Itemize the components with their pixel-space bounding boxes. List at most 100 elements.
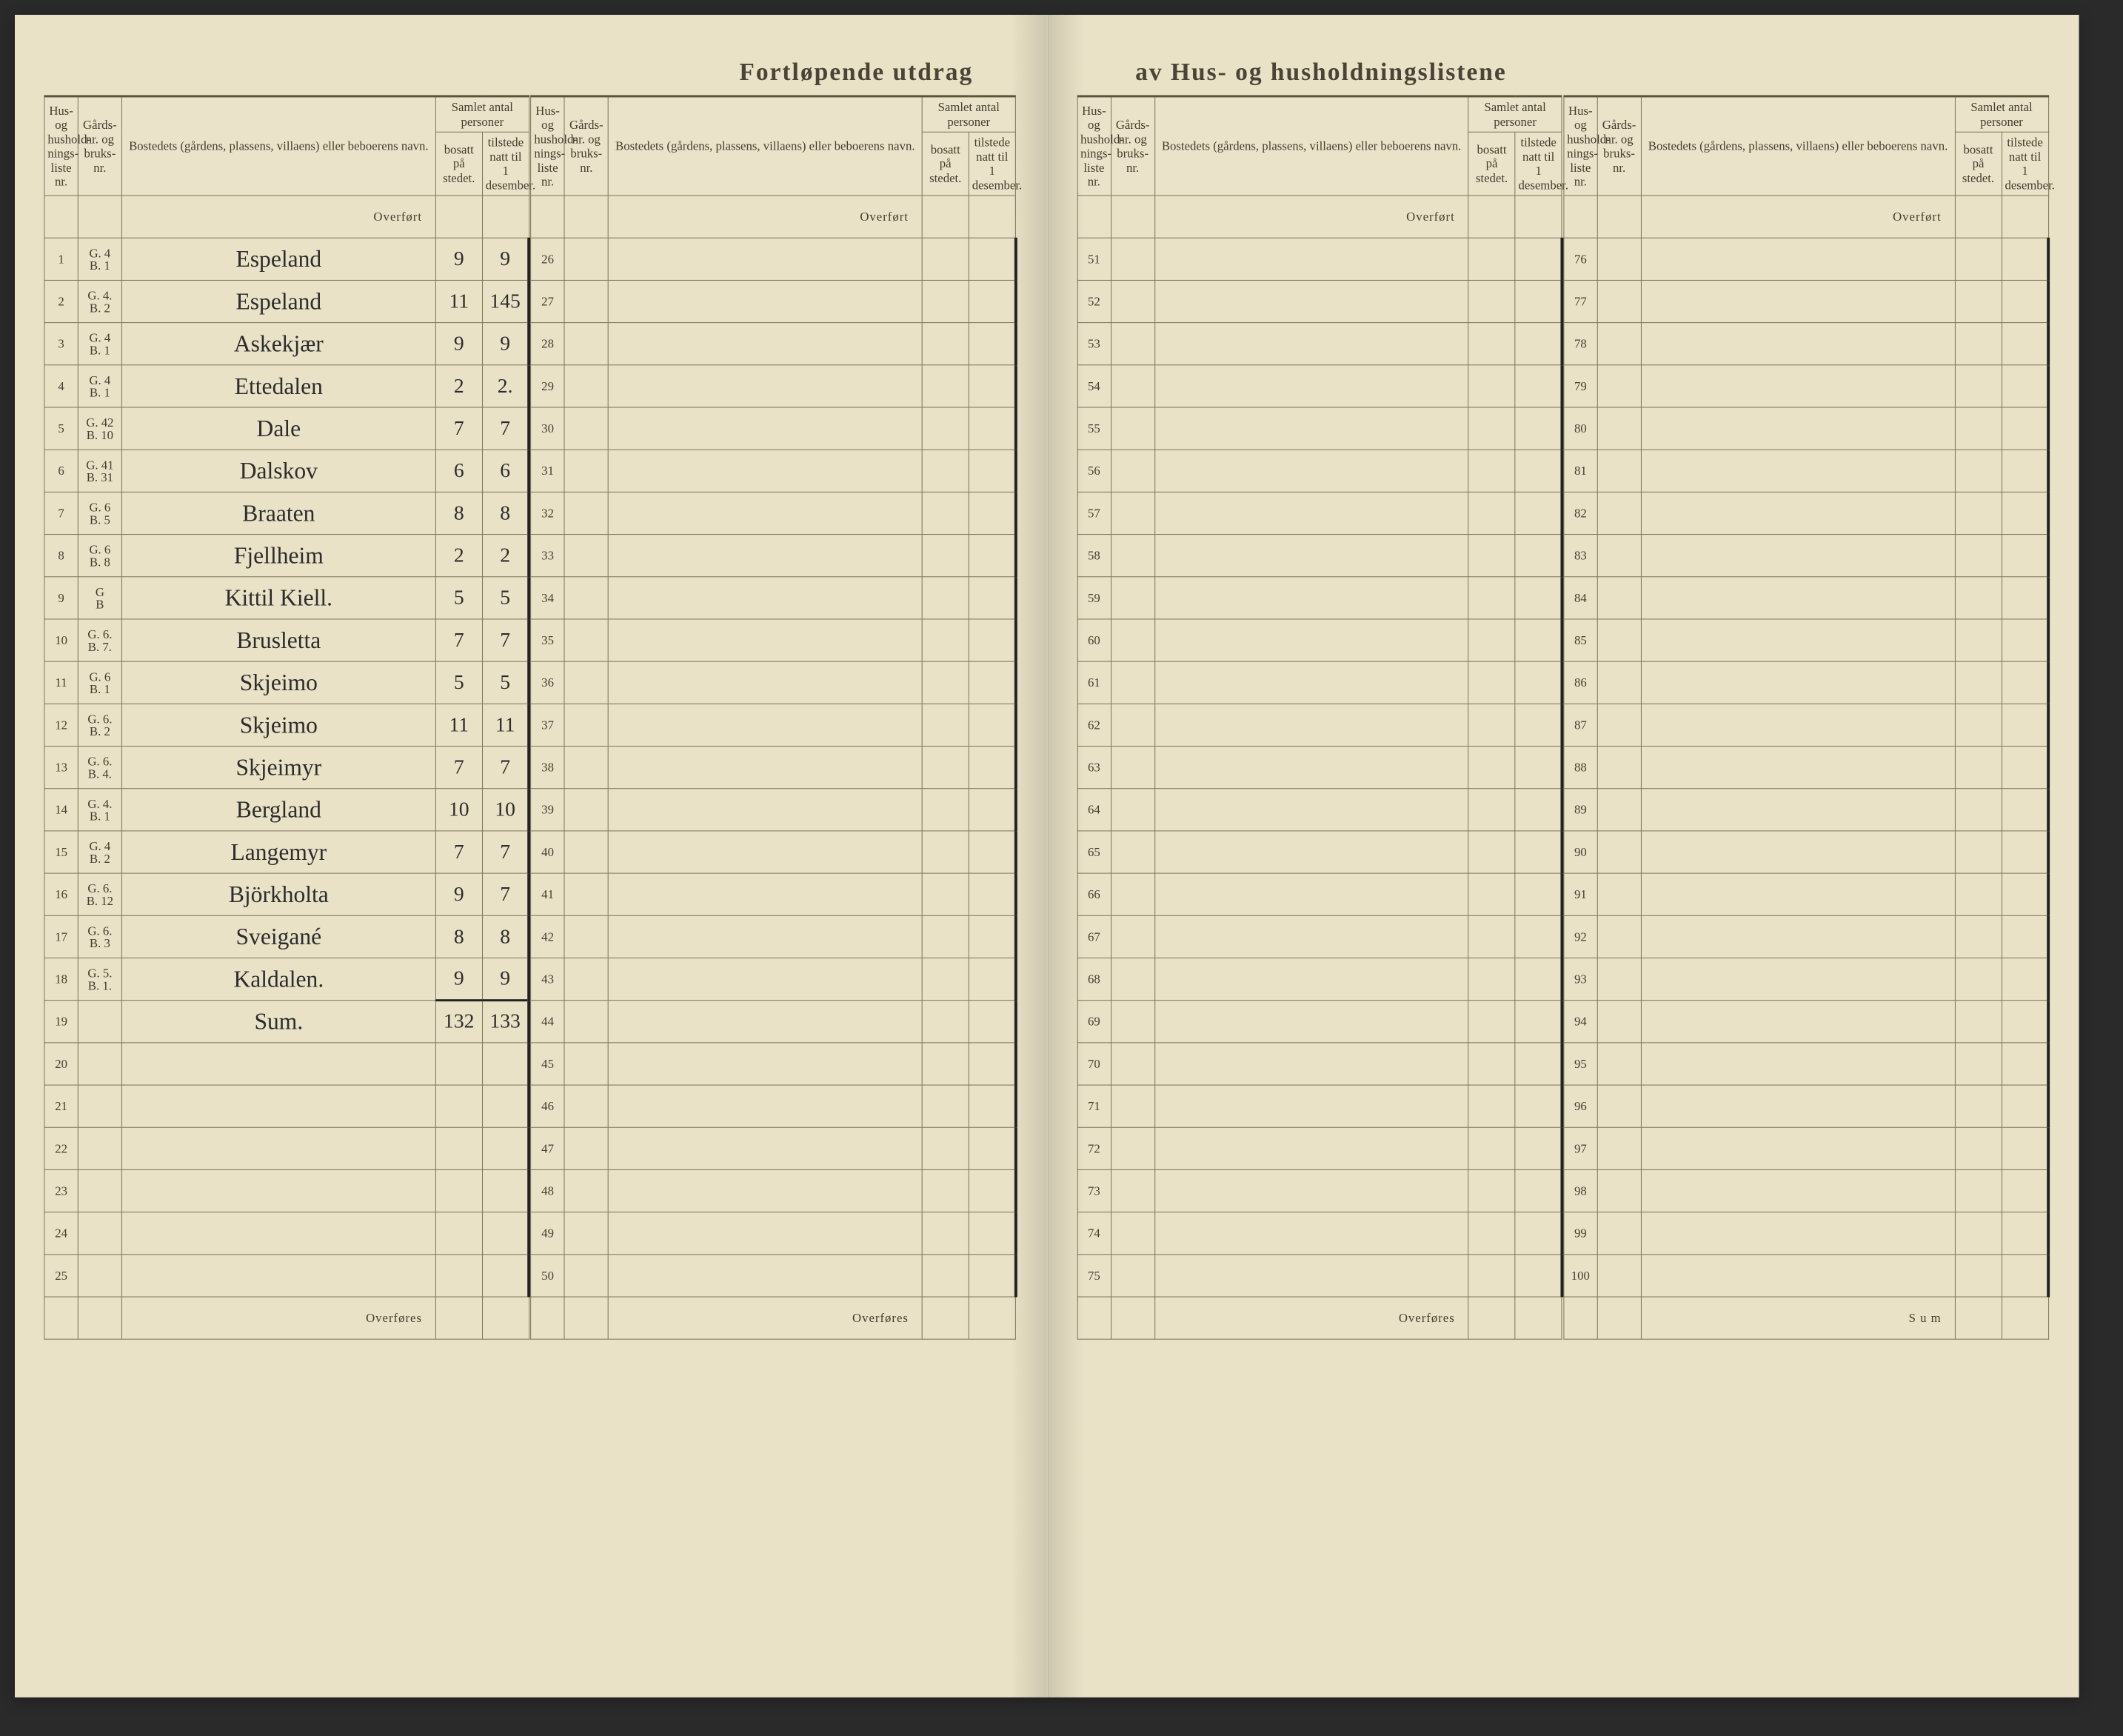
- cell-gard-nr: [78, 1043, 121, 1085]
- cell-gard-nr: [1111, 535, 1154, 577]
- cell-bosted-name: [1154, 873, 1468, 915]
- cell-bosted-name: [1154, 281, 1468, 323]
- table-row: 27: [531, 281, 1015, 323]
- cell-bosted-name: [608, 1255, 922, 1297]
- cell-blank: [1111, 1297, 1154, 1339]
- cell-bosatt: [1955, 789, 2002, 831]
- cell-bosatt: [922, 661, 969, 704]
- cell-tilstede: [1515, 281, 1562, 323]
- cell-tilstede: 6: [482, 450, 529, 492]
- cell-row-nr: 41: [531, 873, 564, 915]
- table-row: 49: [531, 1212, 1015, 1255]
- cell-row-nr: 82: [1564, 493, 1597, 535]
- cell-bosted-name: [608, 577, 922, 619]
- table-row: 90: [1564, 831, 2048, 873]
- cell-bosted-name: [1641, 661, 1955, 704]
- cell-bosatt: [922, 619, 969, 661]
- cell-bosted-name: [608, 789, 922, 831]
- cell-blank: [1111, 196, 1154, 238]
- table-row: 31: [531, 450, 1015, 492]
- table-row: 50: [531, 1255, 1015, 1297]
- cell-row-nr: 50: [531, 1255, 564, 1297]
- right-sections: Hus- og hushold-nings-liste nr. Gårds-nr…: [1077, 95, 2050, 1340]
- cell-tilstede: 7: [482, 873, 529, 915]
- cell-bosted-name: Espeland: [121, 281, 435, 323]
- cell-row-nr: 81: [1564, 450, 1597, 492]
- cell-bosatt: [1955, 535, 2002, 577]
- cell-bosted-name: Sum.: [121, 1001, 435, 1043]
- cell-tilstede: [969, 1043, 1015, 1085]
- cell-row-nr: 40: [531, 831, 564, 873]
- cell-tilstede: [969, 704, 1015, 747]
- cell-tilstede: [482, 1128, 529, 1170]
- table-row: 82: [1564, 493, 2048, 535]
- hdr-gard-nr: Gårds-nr. og bruks-nr.: [1597, 96, 1641, 196]
- cell-bosted-name: [121, 1043, 435, 1085]
- cell-bosatt: [922, 873, 969, 915]
- cell-row-nr: 55: [1077, 407, 1111, 450]
- cell-bosatt: [1955, 704, 2002, 747]
- cell-gard-nr: [1597, 704, 1641, 747]
- cell-bosatt: [1468, 1043, 1515, 1085]
- cell-tilstede: [969, 1128, 1015, 1170]
- cell-bosted-name: [1154, 661, 1468, 704]
- cell-bosatt: 11: [435, 704, 482, 747]
- cell-gard-nr: [564, 1085, 608, 1127]
- cell-row-nr: 87: [1564, 704, 1597, 747]
- table-row: 93: [1564, 958, 2048, 1001]
- cell-bosatt: [922, 323, 969, 365]
- cell-bosatt: [1468, 1212, 1515, 1255]
- table-row: 14G. 4.B. 1Bergland1010: [44, 789, 529, 831]
- cell-tilstede: [2002, 1128, 2048, 1170]
- cell-gard-nr: [1111, 407, 1154, 450]
- table-head: Hus- og hushold-nings-liste nr. Gårds-nr…: [1564, 96, 2048, 196]
- cell-tilstede: [969, 535, 1015, 577]
- cell-bosatt: [435, 1043, 482, 1085]
- hdr-liste-nr: Hus- og hushold-nings-liste nr.: [1564, 96, 1597, 196]
- cell-tilstede: [2002, 1170, 2048, 1212]
- cell-row-nr: 98: [1564, 1170, 1597, 1212]
- table-row: 15G. 4B. 2Langemyr77: [44, 831, 529, 873]
- table-row: 85: [1564, 619, 2048, 661]
- cell-bosatt: [922, 1255, 969, 1297]
- cell-row-nr: 4: [44, 365, 78, 407]
- table-row: 23: [44, 1170, 529, 1212]
- cell-bosted-name: [1641, 619, 1955, 661]
- cell-gard-nr: [1111, 1170, 1154, 1212]
- cell-row-nr: 96: [1564, 1085, 1597, 1127]
- cell-row-nr: 18: [44, 958, 78, 1001]
- cell-tilstede: [2002, 958, 2048, 1001]
- table-row: 48: [531, 1170, 1015, 1212]
- table-row: 70: [1077, 1043, 1562, 1085]
- cell-tilstede: [482, 1043, 529, 1085]
- cell-bosted-name: [1154, 958, 1468, 1001]
- cell-bosted-name: [608, 831, 922, 873]
- ledger-table-3: Hus- og hushold-nings-liste nr. Gårds-nr…: [1077, 95, 1563, 1340]
- cell-bosatt: [922, 831, 969, 873]
- section-2: Hus- og hushold-nings-liste nr. Gårds-nr…: [530, 95, 1017, 1340]
- cell-bosted-name: [1641, 916, 1955, 958]
- table-head: Hus- og hushold-nings-liste nr. Gårds-nr…: [531, 96, 1015, 196]
- hdr-samlet: Samlet antal personer: [922, 96, 1015, 132]
- cell-gard-nr: G. 4B. 2: [78, 831, 121, 873]
- tbody-2: Overført26272829303132333435363738394041…: [531, 196, 1015, 1339]
- cell-row-nr: 66: [1077, 873, 1111, 915]
- cell-blank: [1955, 196, 2002, 238]
- cell-row-nr: 69: [1077, 1001, 1111, 1043]
- cell-bosatt: [1468, 535, 1515, 577]
- cell-gard-nr: [1597, 238, 1641, 281]
- cell-tilstede: 7: [482, 831, 529, 873]
- cell-bosatt: [922, 958, 969, 1001]
- table-row: 16G. 6.B. 12Björkholta97: [44, 873, 529, 915]
- cell-gard-nr: G. 6B. 5: [78, 493, 121, 535]
- tbody-4: Overført76777879808182838485868788899091…: [1564, 196, 2048, 1339]
- cell-bosatt: [922, 535, 969, 577]
- overfores-label: S u m: [1641, 1297, 1955, 1339]
- cell-gard-nr: [1597, 450, 1641, 492]
- cell-row-nr: 59: [1077, 577, 1111, 619]
- cell-bosatt: [1955, 873, 2002, 915]
- cell-bosatt: [1468, 747, 1515, 789]
- cell-row-nr: 6: [44, 450, 78, 492]
- cell-gard-nr: [1597, 958, 1641, 1001]
- cell-gard-nr: [1111, 789, 1154, 831]
